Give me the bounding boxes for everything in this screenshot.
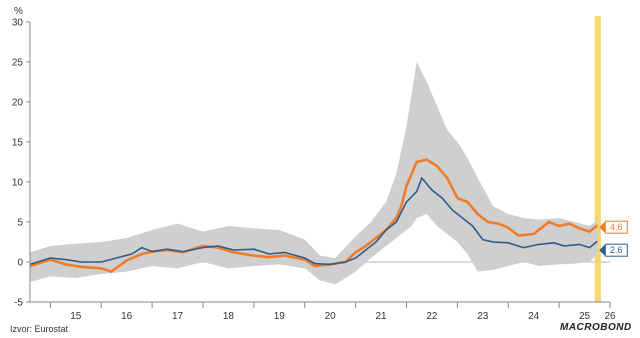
y-tick-label: 20 (12, 98, 24, 109)
end-label-text: 2.6 (610, 245, 623, 255)
x-tick-label: 21 (375, 311, 387, 322)
x-tick-label: 23 (477, 311, 489, 322)
y-tick-label: 25 (12, 58, 24, 69)
x-tick-label: 22 (426, 311, 438, 322)
series-layer (29, 158, 599, 273)
x-tick-label: 19 (274, 311, 286, 322)
end-label-box (604, 220, 628, 234)
y-tick-label: 15 (12, 138, 24, 149)
y-tick-label: 5 (17, 218, 23, 229)
x-tick-label: 26 (604, 311, 616, 322)
y-tick-label: 0 (17, 258, 23, 269)
band-layer (30, 62, 598, 285)
end-label-pointer (599, 221, 606, 234)
end-label-pointer (599, 244, 606, 257)
y-tick-label: -5 (14, 298, 23, 309)
end-label-2: 2.6 (599, 243, 628, 257)
y-axis-unit: % (14, 6, 23, 17)
y-tick-label: 10 (12, 178, 24, 189)
series-line-2 (29, 177, 598, 266)
end-labels: 4.6 2.6 (599, 220, 628, 257)
x-tick-label: 18 (223, 311, 235, 322)
forecast-highlight-bar (594, 16, 601, 302)
source-note: Izvor: Eurostat (10, 324, 69, 334)
end-label-box (604, 243, 628, 257)
x-tick-label: 15 (70, 311, 82, 322)
y-tick-label: 30 (12, 18, 24, 29)
end-label-1: 4.6 (599, 220, 628, 234)
highlight-layer (594, 16, 601, 302)
range-band (30, 62, 598, 285)
end-label-text: 4.6 (610, 222, 623, 232)
series-line-1 (29, 158, 599, 273)
macrobond-logo: MACROBOND (560, 322, 632, 333)
x-tick-label: 16 (121, 311, 133, 322)
x-tick-label: 17 (172, 311, 184, 322)
x-tick-label: 25 (579, 311, 591, 322)
x-tick-label: 24 (528, 311, 540, 322)
x-tick-label: 20 (325, 311, 337, 322)
axis-layer: -5 0 5 10 15 20 25 30% 15 16 17 18 19 20 21 22 23 24 25 26 (12, 6, 616, 322)
